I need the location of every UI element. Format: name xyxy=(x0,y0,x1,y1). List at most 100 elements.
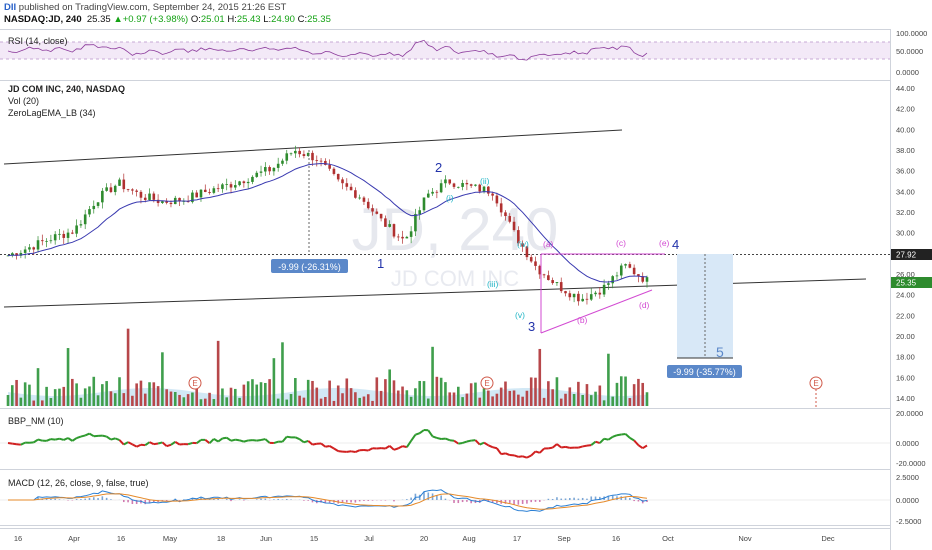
volume-bar xyxy=(109,391,113,406)
candle-body xyxy=(225,184,229,185)
bbp-segment xyxy=(226,436,232,442)
candle-body xyxy=(542,274,546,276)
macd-hist-bar xyxy=(311,500,314,503)
macd-hist-bar xyxy=(624,497,627,500)
bbp-segment xyxy=(136,443,142,448)
volume-bar xyxy=(362,396,366,406)
macd-hist-bar xyxy=(504,500,507,504)
bbp-segment xyxy=(578,445,583,449)
volume-bar xyxy=(324,396,327,406)
volume-bar xyxy=(469,383,473,406)
bbp-segment xyxy=(445,437,451,442)
candle-body xyxy=(66,232,70,238)
macd-hist-bar xyxy=(260,498,262,500)
macd-hist-bar xyxy=(178,500,181,501)
bbp-segment xyxy=(273,440,279,445)
volume-bar xyxy=(632,384,636,406)
candle-body xyxy=(538,265,542,275)
bbp-segment xyxy=(642,444,648,450)
measure-1-box xyxy=(271,259,348,273)
candle-body xyxy=(10,253,14,256)
earnings-icon[interactable]: E xyxy=(188,376,202,390)
candle-body xyxy=(384,218,387,227)
volume-bar xyxy=(628,398,632,406)
volume-bar xyxy=(289,394,293,406)
volume-bar xyxy=(178,394,181,406)
volume-bar xyxy=(358,397,361,406)
bbp-segment xyxy=(354,449,361,453)
price-tick: 22.00 xyxy=(896,311,915,320)
macd-hist-bar xyxy=(491,500,494,503)
candle-body xyxy=(49,240,53,242)
candle-body xyxy=(101,190,104,203)
volume-bar xyxy=(319,398,323,406)
macd-hist-bar xyxy=(358,500,361,502)
candle-body xyxy=(461,182,464,187)
rsi-pane: RSI (14, close) 100.0000 50.0000 0.0000 xyxy=(0,29,927,77)
price-tick: 40.00 xyxy=(896,125,915,134)
macd-hist-bar xyxy=(303,500,305,501)
volume-bar xyxy=(499,387,503,406)
candle-body xyxy=(32,247,36,250)
macd-hist-bar xyxy=(646,500,648,503)
bbp-segment xyxy=(453,439,459,445)
candle-body xyxy=(28,247,31,250)
volume-bar xyxy=(161,352,164,406)
price-tick: 16.00 xyxy=(896,373,915,382)
price-tick: 36.00 xyxy=(896,167,915,176)
candle-body xyxy=(328,164,331,169)
bbp-segment xyxy=(54,437,60,441)
macd-hist-bar xyxy=(573,497,575,500)
candle-body xyxy=(379,213,383,219)
wave-1-label: 1 xyxy=(377,256,384,271)
volume-bar xyxy=(131,395,134,406)
volume-bar xyxy=(405,390,409,406)
macd-hist-bar xyxy=(153,500,155,503)
volume-bar xyxy=(547,381,550,406)
earnings-icon[interactable]: E xyxy=(480,376,494,390)
macd-hist-bar xyxy=(135,500,138,505)
bbp-segment xyxy=(518,455,523,458)
volume-bar xyxy=(487,390,490,406)
candle-body xyxy=(439,183,443,193)
bbp-segment xyxy=(12,442,17,446)
candle-body xyxy=(15,253,18,256)
macd-hist-bar xyxy=(45,498,48,500)
bbp-segment xyxy=(88,432,95,438)
bbp-segment xyxy=(230,438,236,442)
volume-bar xyxy=(474,382,477,406)
bbp-segment xyxy=(20,441,26,446)
candle-body xyxy=(435,191,439,193)
volume-bar xyxy=(49,398,53,406)
earnings-icon[interactable]: E xyxy=(809,376,823,407)
candle-body xyxy=(319,160,323,162)
last-price-tag xyxy=(891,277,932,288)
macd-hist-bar xyxy=(307,500,310,501)
candle-body xyxy=(152,193,156,200)
candle-body xyxy=(58,233,61,235)
macd-hist-bar xyxy=(551,498,554,500)
bbp-segment xyxy=(432,435,438,439)
macd-hist-bar xyxy=(637,500,640,502)
bbp-segment xyxy=(505,452,511,456)
candle-body xyxy=(23,249,27,253)
rsi-line xyxy=(7,39,648,61)
candle-body xyxy=(109,187,113,193)
candle-body xyxy=(83,214,87,225)
volume-bar xyxy=(259,382,263,406)
macd-hist-bar xyxy=(110,499,112,500)
candle-body xyxy=(517,230,520,244)
volume-bar xyxy=(212,399,216,406)
macd-hist-bar xyxy=(127,500,129,503)
candle-body xyxy=(156,199,160,203)
macd-hist-bar xyxy=(54,498,56,500)
volume-bar xyxy=(165,389,168,406)
candle-body xyxy=(547,275,550,281)
bbp-segment xyxy=(222,436,227,440)
candle-body xyxy=(487,186,490,194)
price-tick: 26.00 xyxy=(896,270,915,279)
bbp-segment xyxy=(590,440,597,446)
volume-ma-area xyxy=(8,388,647,406)
time-tick: 18 xyxy=(217,534,225,543)
